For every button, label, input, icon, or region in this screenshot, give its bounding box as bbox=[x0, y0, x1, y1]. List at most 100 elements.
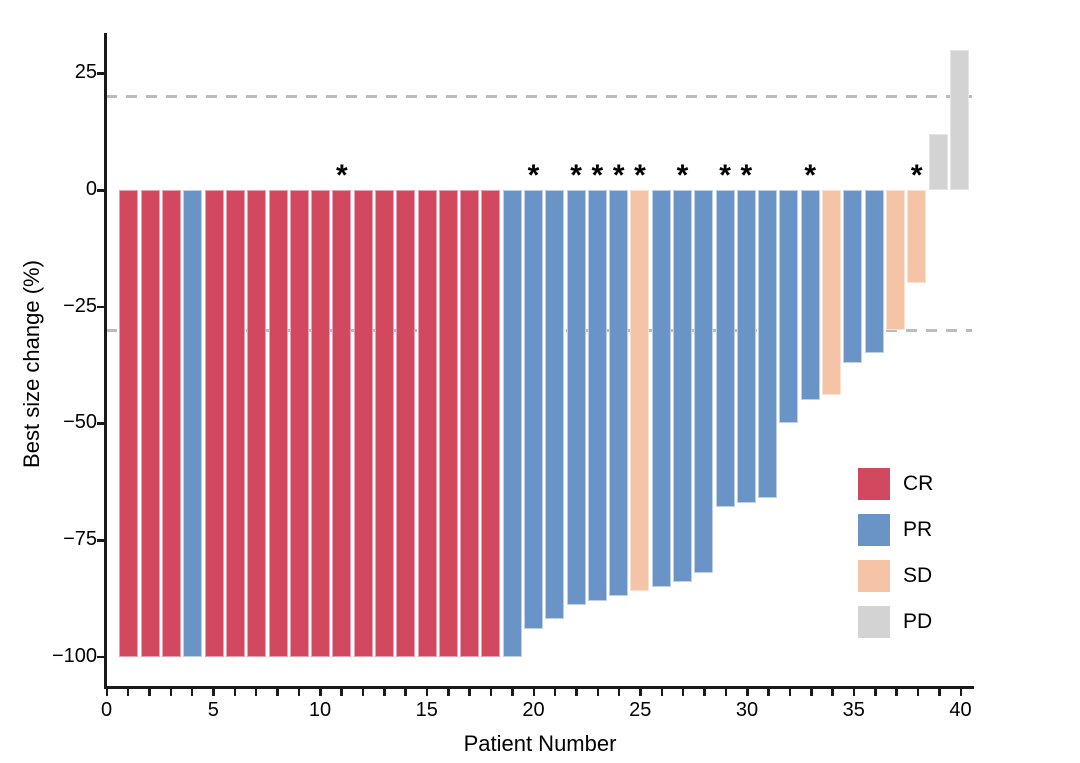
x-tick-label: 0 bbox=[100, 699, 113, 721]
x-tick-mark bbox=[190, 689, 194, 696]
x-tick-label: 10 bbox=[308, 699, 332, 721]
x-tick-label: 25 bbox=[629, 699, 652, 721]
legend-label-PR: PR bbox=[903, 518, 933, 541]
y-tick-label: −75 bbox=[63, 528, 97, 551]
x-tick-mark bbox=[681, 689, 685, 696]
bar-patient-10 bbox=[311, 190, 331, 657]
bar-patient-14 bbox=[396, 190, 416, 657]
bar-patient-22 bbox=[566, 190, 586, 606]
x-axis-line bbox=[104, 686, 974, 689]
x-tick-mark bbox=[383, 689, 386, 696]
bar-patient-26 bbox=[651, 190, 671, 587]
y-tick-mark bbox=[97, 422, 104, 425]
x-tick-mark bbox=[169, 689, 173, 696]
asterisk-annotation-patient-25: * bbox=[634, 159, 646, 192]
bar-patient-15 bbox=[417, 190, 437, 657]
legend-label-SD: SD bbox=[903, 564, 933, 587]
y-tick-mark bbox=[97, 305, 104, 309]
bar-patient-37 bbox=[885, 190, 905, 330]
x-tick-mark bbox=[361, 689, 365, 696]
x-tick-mark bbox=[746, 689, 749, 696]
legend-swatch-PD bbox=[858, 606, 890, 638]
bar-patient-25 bbox=[630, 190, 650, 592]
asterisk-annotation-patient-33: * bbox=[804, 159, 817, 192]
x-axis-title: Patient Number bbox=[463, 731, 617, 756]
y-tick-label: −100 bbox=[51, 644, 97, 667]
y-tick-label: −50 bbox=[63, 411, 97, 434]
x-tick-mark bbox=[468, 689, 471, 696]
x-tick-mark bbox=[703, 689, 706, 696]
legend-swatch-PR bbox=[858, 514, 890, 546]
x-tick-mark bbox=[938, 689, 941, 696]
x-tick-label: 30 bbox=[735, 699, 759, 721]
x-tick-mark bbox=[105, 689, 108, 696]
x-tick-mark bbox=[596, 689, 600, 696]
x-tick-mark bbox=[126, 689, 130, 696]
bar-patient-21 bbox=[545, 190, 565, 620]
x-tick-mark bbox=[489, 689, 493, 696]
x-tick-mark bbox=[831, 689, 834, 696]
x-tick-mark bbox=[767, 689, 770, 696]
asterisk-annotation-patient-22: * bbox=[570, 159, 582, 192]
bar-patient-18 bbox=[481, 190, 501, 657]
legend-item-SD: SD bbox=[858, 560, 978, 592]
asterisk-annotation-patient-20: * bbox=[527, 159, 540, 192]
bar-patient-8 bbox=[268, 190, 288, 657]
bar-patient-7 bbox=[247, 190, 267, 657]
asterisk-annotation-patient-30: * bbox=[740, 159, 753, 192]
x-tick-mark bbox=[319, 689, 322, 696]
x-tick-label: 15 bbox=[415, 699, 438, 721]
reference-line-upper bbox=[106, 95, 972, 99]
asterisk-annotation-patient-27: * bbox=[676, 159, 689, 192]
x-tick-mark bbox=[810, 689, 813, 696]
x-tick-mark bbox=[959, 689, 962, 696]
y-tick-mark bbox=[97, 72, 104, 75]
bar-patient-39 bbox=[928, 133, 948, 190]
legend-swatch-SD bbox=[858, 560, 890, 592]
x-tick-mark bbox=[660, 689, 664, 696]
asterisk-annotation-patient-29: * bbox=[719, 159, 731, 192]
bar-patient-35 bbox=[843, 190, 863, 363]
asterisk-annotation-patient-24: * bbox=[612, 159, 625, 192]
bar-patient-5 bbox=[204, 190, 224, 657]
bar-patient-19 bbox=[502, 190, 522, 657]
bar-patient-40 bbox=[949, 49, 969, 190]
asterisk-annotation-patient-11: * bbox=[336, 159, 348, 192]
x-tick-mark bbox=[895, 689, 898, 696]
bar-patient-4 bbox=[183, 190, 203, 657]
x-tick-mark bbox=[233, 689, 237, 696]
y-tick-mark bbox=[97, 189, 104, 192]
bar-patient-9 bbox=[289, 190, 309, 657]
asterisk-annotation-patient-38: * bbox=[910, 159, 923, 192]
bar-patient-27 bbox=[673, 190, 693, 582]
y-axis-line bbox=[104, 33, 107, 689]
bar-patient-38 bbox=[907, 190, 927, 284]
legend-item-CR: CR bbox=[858, 468, 978, 500]
x-tick-mark bbox=[148, 689, 151, 696]
bar-patient-16 bbox=[438, 190, 458, 657]
bar-patient-32 bbox=[779, 190, 799, 424]
x-tick-label: 40 bbox=[949, 699, 972, 721]
bar-patient-28 bbox=[694, 190, 714, 573]
x-tick-mark bbox=[212, 689, 215, 696]
bar-patient-11 bbox=[332, 190, 352, 657]
bar-patient-30 bbox=[736, 190, 756, 503]
bar-patient-1 bbox=[119, 190, 139, 657]
x-tick-mark bbox=[724, 689, 728, 696]
bar-patient-6 bbox=[225, 190, 245, 657]
bar-patient-12 bbox=[353, 190, 373, 657]
bar-patient-24 bbox=[609, 190, 629, 596]
x-tick-label: 20 bbox=[522, 699, 545, 721]
x-tick-mark bbox=[254, 689, 258, 696]
y-tick-mark bbox=[97, 655, 104, 659]
bar-patient-20 bbox=[524, 190, 543, 629]
legend-label-PD: PD bbox=[903, 610, 933, 633]
x-tick-mark bbox=[297, 689, 301, 696]
x-tick-mark bbox=[276, 689, 279, 696]
x-tick-mark bbox=[916, 689, 920, 696]
x-tick-mark bbox=[447, 689, 450, 696]
x-tick-mark bbox=[874, 689, 877, 696]
legend-swatch-CR bbox=[858, 468, 890, 500]
x-tick-mark bbox=[575, 689, 578, 696]
